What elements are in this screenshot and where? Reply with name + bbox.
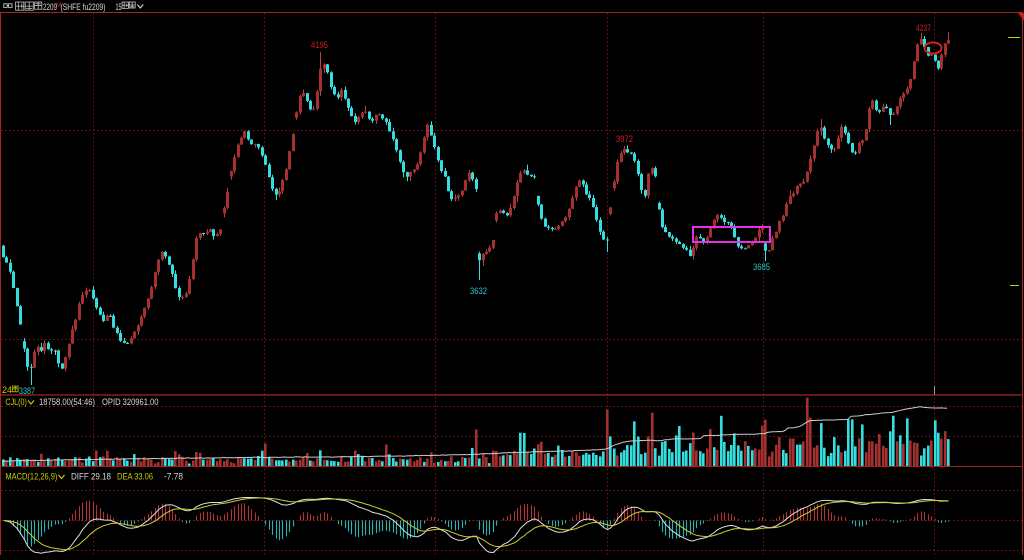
svg-text:18758.00(54:46): 18758.00(54:46) [39, 397, 95, 408]
svg-text:M: M [56, 2, 61, 9]
svg-text:3972: 3972 [616, 134, 633, 145]
svg-text:CJL(0): CJL(0) [5, 397, 27, 408]
svg-text:OPID 320961.00: OPID 320961.00 [102, 397, 159, 408]
svg-text:DIFF 29.18: DIFF 29.18 [71, 472, 111, 483]
svg-text:3387: 3387 [19, 386, 35, 397]
svg-text:15: 15 [116, 2, 122, 12]
svg-text:3685: 3685 [753, 262, 770, 273]
svg-text:4237: 4237 [916, 23, 931, 34]
svg-text:(SHFE fu2209): (SHFE fu2209) [61, 2, 106, 12]
svg-text:24: 24 [2, 385, 12, 396]
svg-text:4195: 4195 [311, 40, 328, 51]
svg-text:2209: 2209 [43, 2, 57, 12]
svg-text:3632: 3632 [470, 286, 487, 297]
svg-text:MACD(12,26,9): MACD(12,26,9) [5, 472, 57, 483]
svg-text:DEA 33.06: DEA 33.06 [117, 472, 153, 483]
svg-text:-7.78: -7.78 [164, 472, 183, 483]
